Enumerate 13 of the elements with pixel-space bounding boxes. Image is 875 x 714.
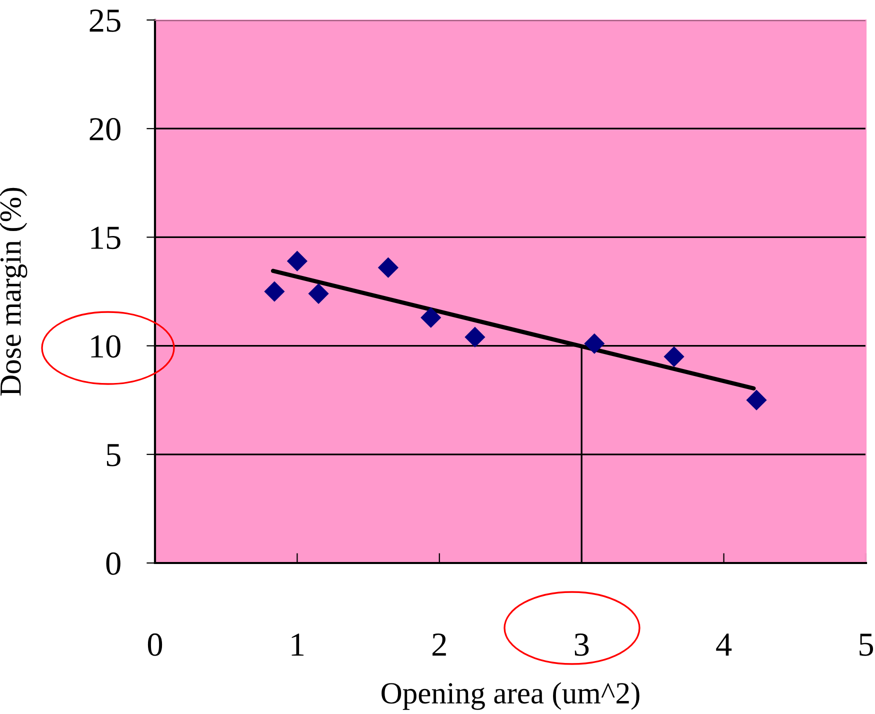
x-tick-label: 0 xyxy=(148,633,162,656)
y-tick-label: 15 xyxy=(91,226,120,250)
y-tick-label: 20 xyxy=(90,118,120,140)
x-axis-title: Opening area (um^2) xyxy=(382,682,640,710)
x-tick-label: 1 xyxy=(292,634,304,656)
y-tick-label: 10 xyxy=(91,335,120,358)
y-tick-label: 25 xyxy=(90,9,120,32)
x-tick-label: 4 xyxy=(716,634,732,656)
x-tick-label: 3 xyxy=(574,634,589,656)
x-tick-label: 5 xyxy=(860,634,874,656)
y-tick-label: 0 xyxy=(106,552,120,575)
x-tick-label: 2 xyxy=(432,634,446,656)
y-tick-label: 5 xyxy=(106,444,120,466)
